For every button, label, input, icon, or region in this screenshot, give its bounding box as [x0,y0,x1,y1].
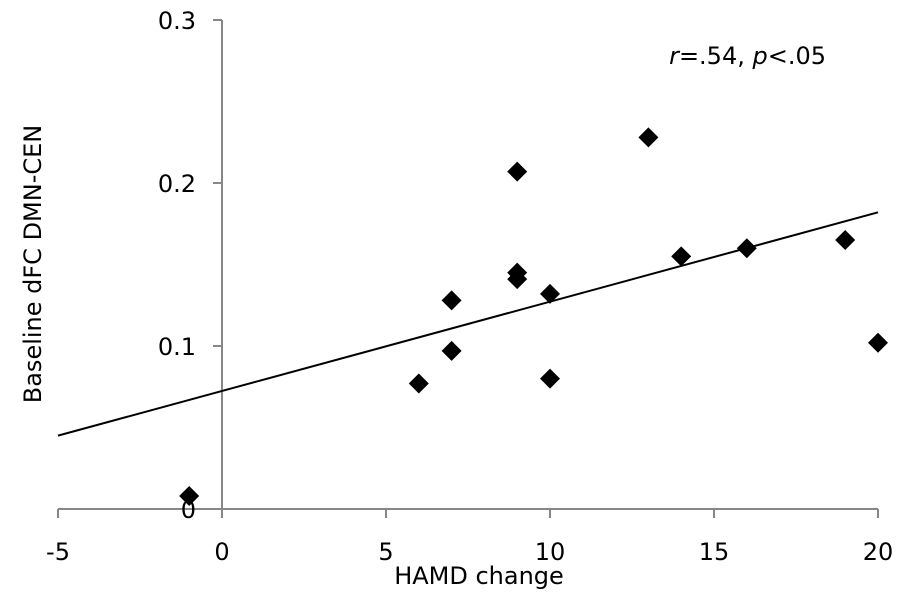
x-ticks: -5 0 5 10 15 20 [46,509,893,566]
r-value: =.54, [679,42,753,70]
data-point-diamond [179,485,200,506]
data-points [179,127,888,506]
x-tick-label: 15 [699,538,730,566]
data-point-diamond [835,230,856,251]
data-point-diamond [441,340,462,361]
x-tick-label: -5 [46,538,70,566]
y-axis-title: Baseline dFC DMN-CEN [19,125,47,403]
data-point-diamond [638,127,659,148]
data-point-diamond [736,238,757,259]
r-symbol: r [669,42,681,70]
x-tick-label: 20 [863,538,894,566]
x-tick-label: 10 [535,538,566,566]
data-point-diamond [671,246,692,267]
p-value: <.05 [768,42,826,70]
x-axis-title: HAMD change [394,562,564,590]
data-point-diamond [507,269,528,290]
y-tick-label: 0.3 [158,7,196,35]
data-point-diamond [441,290,462,311]
data-point-diamond [507,161,528,182]
p-symbol: p [751,42,767,70]
y-ticks: 0 0.1 0.2 0.3 [158,7,222,524]
trendline [57,211,879,437]
data-point-diamond [540,368,560,389]
data-point-diamond [868,332,888,353]
data-point-diamond [540,283,560,304]
x-tick-label: 5 [378,538,393,566]
axes [58,20,878,510]
data-point-diamond [408,373,429,394]
x-tick-label: 0 [214,538,229,566]
y-tick-label: 0.1 [158,333,196,361]
y-tick-label: 0 [181,496,196,524]
y-tick-label: 0.2 [158,170,196,198]
correlation-annotation: r=.54, p<.05 [669,42,826,70]
